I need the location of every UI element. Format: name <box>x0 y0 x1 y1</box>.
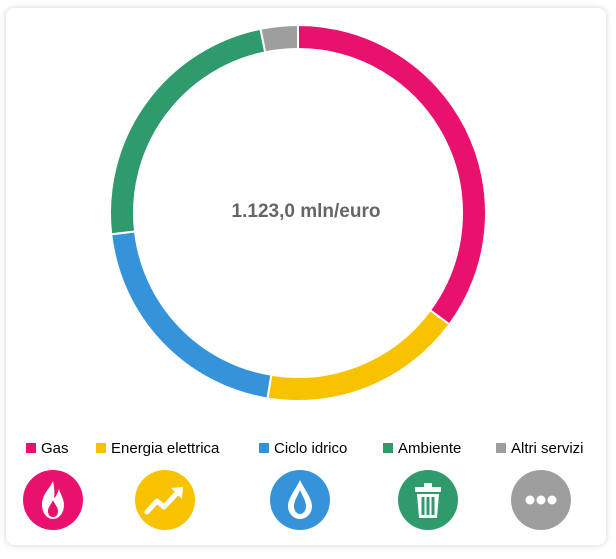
legend-label: Energia elettrica <box>111 439 220 457</box>
legend-swatch <box>383 443 393 453</box>
chart-card: 1.123,0 mln/euro Gas Energia elettrica C… <box>6 8 606 545</box>
donut-slice-altri-servizi <box>259 23 299 54</box>
donut-slice-energia-elettrica <box>266 308 451 402</box>
trash-bin-icon <box>398 470 458 530</box>
legend-item-altri-servizi: Altri servizi <box>496 439 584 457</box>
donut-slice-gas <box>297 23 487 326</box>
legend-item-gas: Gas <box>26 439 69 457</box>
center-total-label: 1.123,0 mln/euro <box>231 201 381 222</box>
legend-swatch <box>96 443 106 453</box>
legend-swatch <box>26 443 36 453</box>
more-dots-icon <box>511 470 571 530</box>
trend-up-icon <box>135 470 195 530</box>
flame-icon <box>23 470 83 530</box>
legend-swatch <box>496 443 506 453</box>
legend-label: Altri servizi <box>511 439 584 457</box>
legend-label: Ciclo idrico <box>274 439 348 457</box>
water-drop-icon <box>270 470 330 530</box>
legend-item-ciclo-idrico: Ciclo idrico <box>259 439 347 457</box>
donut-slice-ciclo-idrico <box>110 230 273 400</box>
legend-label: Ambiente <box>398 439 462 457</box>
donut-chart <box>109 23 487 402</box>
legend-item-energia: Energia elettrica <box>96 439 219 457</box>
legend-item-ambiente: Ambiente <box>383 439 461 457</box>
legend-swatch <box>259 443 269 453</box>
legend-label: Gas <box>41 439 69 457</box>
